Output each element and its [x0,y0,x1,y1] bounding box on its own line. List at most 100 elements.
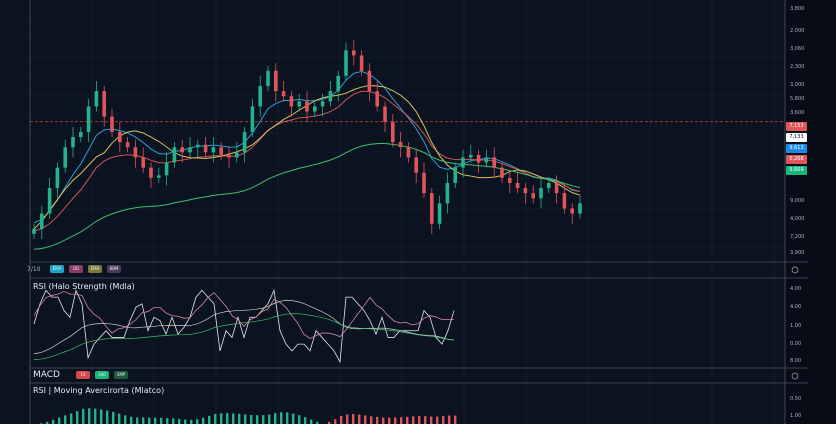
candle [164,162,169,176]
candle [391,121,395,143]
macd-histogram-bar [436,416,439,424]
macd-histogram-bar [232,413,235,424]
macd-histogram-bar [172,418,175,424]
macd-pill[interactable]: 10 [76,371,90,379]
macd-histogram-bar [262,415,265,424]
macd-histogram-bar [154,417,157,424]
price-tag: 7,133 [786,133,807,142]
candle [578,203,582,214]
macd-axis-label: 1.00 [790,413,802,419]
candle [180,147,184,153]
macd-histogram-bar [424,416,427,424]
candle [469,154,473,158]
macd-histogram-bar [268,414,271,424]
indicator-pill[interactable]: EMA [50,265,64,273]
candle [320,101,325,107]
macd-histogram-bar [88,408,91,424]
macd-histogram-bar [388,417,391,424]
candle [336,75,340,92]
candle [562,193,567,209]
macd-histogram-bar [454,415,457,424]
macd-histogram-bar [106,410,109,424]
candle [476,154,481,163]
rsi-axis-label: 1.00 [790,323,802,329]
candle [554,182,559,194]
candle [94,91,99,107]
candle [531,193,535,199]
macd-histogram-bar [448,415,451,424]
candle [110,116,114,132]
rsi-title: RSI (Halo Strength (Mdla) [33,282,135,291]
macd-histogram-bar [328,421,331,424]
candle [125,142,130,148]
macd-pill[interactable]: SMP [114,371,128,379]
macd-histogram-bar [112,411,115,424]
price-axis-label: 7,200 [790,234,805,240]
macd-histogram-bar [226,413,229,424]
candle [219,147,223,155]
macd-histogram-bar [286,412,289,424]
candle [344,50,348,76]
candle [297,101,301,107]
candle [266,70,270,87]
candle [258,86,262,107]
price-tag: 7,153 [786,122,807,131]
rsi-average-line [33,299,455,354]
macd-histogram-bar [118,413,121,424]
indicator-pill[interactable]: DD [69,265,83,273]
macd-histogram-bar [376,416,379,424]
indicator-pill[interactable]: BBM [107,265,121,273]
candle [523,188,528,194]
candle [133,147,138,158]
macd-pills: 10 340 SMP [76,371,133,390]
macd-histogram-bar [124,415,127,424]
macd-title: RSI | Moving Avercirorta (Mlatco) [33,386,165,395]
candle [250,106,255,132]
macd-histogram-bar [364,415,367,424]
macd-histogram-bar [220,413,223,424]
candle [539,188,543,199]
macd-histogram-bar [94,408,97,424]
macd-histogram-bar [100,409,103,424]
candle [453,167,457,183]
macd-pill[interactable]: 340 [95,371,109,379]
candle [102,91,106,117]
candle [508,177,512,183]
candle [172,147,177,163]
macd-histogram-bar [184,419,187,424]
macd-histogram-bar [304,417,307,424]
price-axis-label: 2,300 [790,64,805,70]
macd-histogram-bar [412,416,415,424]
candle [367,70,372,92]
macd-histogram-bar [208,415,211,424]
macd-label: MACD [33,370,60,380]
candle [188,147,192,153]
candle [149,167,153,178]
macd-histogram-bar [64,415,67,424]
macd-histogram-bar [418,415,421,424]
macd-histogram-bar [196,419,199,424]
candle [484,157,489,163]
candle [71,137,75,148]
candle [63,147,67,168]
candle [570,208,574,214]
candle [383,106,387,122]
macd-histogram-bar [346,414,349,424]
macd-histogram-bar [46,421,49,424]
price-axis-label: 5,800 [790,96,805,102]
macd-histogram-bar [136,417,139,424]
rsi-long-line [33,313,455,360]
price-axis-label: 3,000 [790,82,805,88]
macd-histogram-bar [334,419,337,424]
macd-histogram-bar [148,417,151,424]
candle [55,167,60,189]
candle [47,188,52,214]
toolbar-label: 7/10 [27,266,41,273]
price-axis-label: 3,600 [790,110,805,116]
indicator-pill[interactable]: EMA [88,265,102,273]
price-axis-label: 2,000 [790,28,805,34]
macd-histogram-bar [202,417,205,424]
macd-histogram-bar [274,413,277,424]
